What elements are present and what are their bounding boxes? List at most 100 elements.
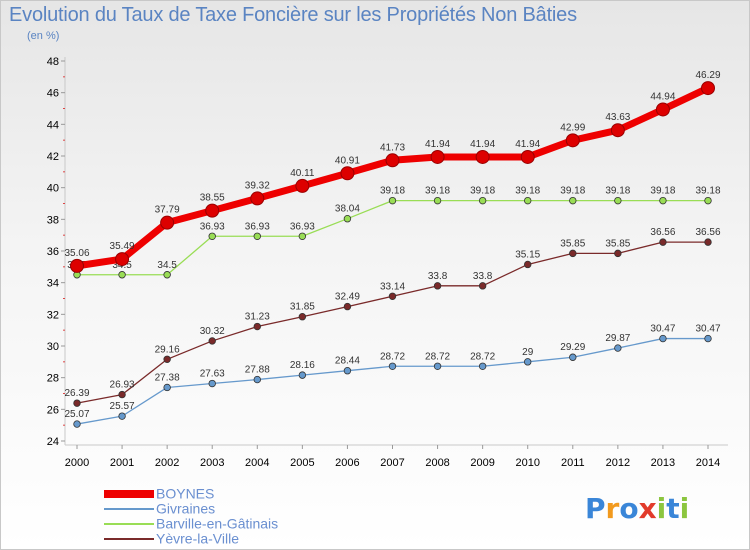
data-point: [388, 292, 397, 300]
data-label: 28.16: [290, 360, 315, 371]
data-label: 39.18: [695, 186, 720, 197]
data-point: [433, 196, 442, 205]
data-label: 29.29: [560, 342, 585, 353]
x-tick-label: 2004: [245, 457, 269, 469]
data-label: 25.07: [64, 409, 89, 420]
y-tick-label: 38: [47, 214, 59, 226]
chart-title: Evolution du Taux de Taxe Foncière sur l…: [9, 4, 577, 26]
data-point: [115, 252, 130, 267]
y-tick-label: 28: [47, 373, 59, 385]
y-tick-label: 40: [47, 183, 59, 195]
data-point: [430, 149, 445, 164]
data-label: 39.18: [560, 186, 585, 197]
data-point: [163, 383, 171, 392]
data-point: [118, 390, 126, 399]
data-point: [524, 260, 532, 269]
data-label: 39.18: [425, 186, 450, 197]
logo-letter: t: [666, 492, 680, 525]
data-point: [208, 379, 216, 388]
data-label: 28.44: [335, 356, 360, 367]
data-label: 27.63: [200, 369, 225, 380]
legend-item: BOYNES: [104, 486, 278, 501]
data-point: [478, 362, 487, 370]
legend-item: Givraines: [104, 501, 278, 516]
data-point: [655, 102, 670, 117]
data-label: 28.72: [425, 351, 450, 362]
data-label: 29.87: [605, 333, 630, 344]
data-label: 39.18: [380, 186, 405, 197]
data-label: 30.47: [695, 324, 720, 335]
legend-label: Barville-en-Gâtinais: [156, 515, 279, 532]
logo-letter: r: [605, 492, 620, 525]
data-point: [659, 238, 667, 246]
data-label: 44.94: [650, 91, 675, 102]
x-tick-label: 2003: [200, 457, 224, 469]
x-tick-label: 2005: [290, 457, 314, 469]
data-point: [610, 123, 625, 138]
data-point: [208, 232, 216, 240]
data-label: 37.79: [155, 205, 180, 216]
data-point: [298, 232, 307, 240]
data-label: 40.11: [290, 168, 315, 179]
legend-label: Givraines: [156, 500, 216, 517]
data-label: 33.8: [473, 271, 493, 282]
data-label: 30.32: [200, 326, 225, 337]
data-label: 36.93: [245, 221, 270, 232]
data-point: [205, 203, 220, 218]
data-label: 43.63: [605, 112, 630, 123]
y-tick-label: 26: [47, 404, 59, 416]
data-point: [704, 196, 712, 205]
data-label: 25.57: [110, 401, 135, 412]
chart-legend: BOYNES Givraines Barville-en-Gâtinais Yèvre…: [104, 486, 278, 546]
data-point: [659, 196, 667, 205]
data-label: 35.15: [515, 249, 540, 260]
legend-item: Yèvre-la-Ville: [104, 531, 278, 546]
data-label: 27.88: [245, 365, 270, 376]
data-point: [388, 362, 397, 370]
data-point: [70, 258, 84, 273]
data-label: 39.18: [650, 186, 675, 197]
data-label: 39.18: [515, 186, 540, 197]
data-point: [163, 355, 171, 363]
logo-letter: i: [656, 492, 667, 525]
data-label: 39.18: [470, 186, 495, 197]
data-label: 31.23: [245, 312, 270, 323]
data-point: [614, 249, 622, 258]
data-point: [704, 238, 712, 246]
data-point: [478, 196, 487, 205]
y-tick-label: 32: [47, 309, 59, 321]
data-label: 26.93: [110, 380, 135, 391]
data-label: 38.04: [335, 204, 360, 215]
data-label: 30.47: [650, 324, 675, 335]
data-label: 46.29: [695, 70, 720, 81]
data-label: 40.91: [335, 155, 360, 166]
data-label: 33.14: [380, 281, 405, 292]
y-tick-label: 44: [47, 119, 59, 131]
data-point: [433, 282, 442, 290]
data-point: [208, 337, 216, 345]
data-label: 36.93: [200, 221, 225, 232]
x-tick-label: 2013: [651, 457, 675, 469]
y-tick-label: 46: [47, 88, 59, 100]
data-point: [520, 149, 535, 164]
data-point: [524, 196, 532, 205]
data-label: 29.16: [155, 344, 180, 355]
data-label: 42.99: [560, 122, 585, 133]
data-point: [250, 191, 265, 206]
data-label: 41.73: [380, 142, 405, 153]
legend-item: Barville-en-Gâtinais: [104, 516, 278, 531]
data-label: 36.56: [695, 227, 720, 238]
data-point: [385, 153, 400, 168]
y-tick-label: 24: [47, 436, 59, 448]
legend-swatch: [104, 507, 154, 510]
data-label: 36.56: [650, 227, 675, 238]
data-point: [253, 322, 261, 331]
logo-letter: x: [638, 492, 657, 525]
data-label: 33.8: [428, 271, 448, 282]
data-label: 28.72: [470, 351, 495, 362]
data-label: 35.85: [560, 238, 585, 249]
data-label: 32.49: [335, 292, 360, 303]
data-label: 41.94: [425, 139, 450, 150]
data-point: [614, 344, 622, 352]
legend-label: BOYNES: [156, 485, 215, 502]
